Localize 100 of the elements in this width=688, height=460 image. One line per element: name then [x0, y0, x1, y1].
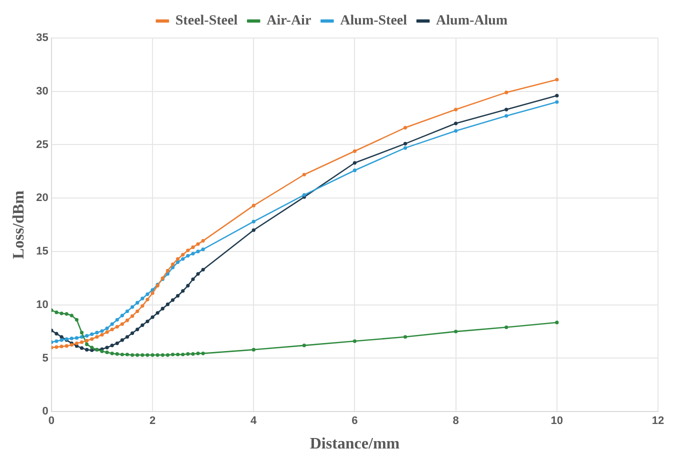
point [196, 242, 200, 246]
point [166, 353, 170, 357]
point [100, 332, 104, 337]
point [150, 353, 154, 357]
x-axis-title: Distance/mm [310, 436, 400, 453]
point [95, 335, 99, 339]
point [454, 129, 458, 133]
point [156, 353, 160, 357]
point [120, 322, 124, 326]
point [191, 352, 195, 356]
legend-label: Alum-Alum [436, 14, 508, 29]
point [176, 257, 180, 261]
point [504, 108, 508, 112]
point [555, 78, 559, 82]
point [146, 353, 150, 357]
point [302, 344, 306, 348]
point [196, 352, 200, 356]
point [80, 330, 84, 334]
point [403, 146, 408, 150]
x-tick-label: 12 [652, 415, 664, 428]
point [90, 332, 94, 336]
y-tick-label: 25 [36, 138, 48, 151]
point [136, 328, 140, 332]
point [191, 252, 195, 256]
point [140, 304, 144, 308]
point [60, 338, 64, 342]
point [302, 172, 306, 176]
y-axis-title: Loss/dBm [10, 190, 28, 260]
legend-label: Alum-Steel [340, 14, 408, 29]
point [110, 352, 114, 356]
point [110, 322, 114, 326]
point [504, 114, 508, 118]
point [70, 336, 74, 340]
point [120, 352, 124, 356]
point [74, 318, 79, 322]
point [181, 252, 185, 256]
point [555, 94, 559, 98]
point [140, 323, 144, 327]
point [115, 318, 119, 322]
point [181, 257, 185, 261]
point [110, 344, 114, 348]
point [70, 314, 74, 318]
point [54, 310, 58, 314]
point [166, 302, 170, 306]
point [105, 350, 109, 354]
point [100, 329, 104, 333]
point [196, 250, 200, 254]
point [54, 339, 58, 343]
point [352, 339, 357, 343]
point [454, 108, 458, 112]
point [156, 311, 160, 315]
point [201, 268, 205, 272]
point [80, 346, 84, 350]
point [170, 266, 175, 270]
point [555, 320, 559, 324]
point [504, 90, 508, 94]
point [136, 353, 140, 357]
point [74, 341, 79, 346]
point [160, 306, 164, 310]
point [60, 312, 64, 316]
point [166, 268, 170, 272]
point [186, 284, 190, 288]
point [146, 292, 150, 296]
point [252, 204, 256, 208]
point [115, 352, 119, 356]
x-tick-label: 10 [550, 415, 564, 428]
point [181, 289, 185, 293]
x-tick-label: 2 [149, 415, 156, 428]
point [105, 326, 109, 330]
legend-label: Steel-Steel [175, 14, 238, 29]
point [125, 335, 130, 339]
point [160, 353, 164, 357]
point [90, 337, 94, 341]
point [125, 309, 130, 314]
point [181, 352, 185, 356]
point [201, 352, 205, 356]
point [176, 260, 180, 264]
point [352, 149, 357, 153]
y-tick-label: 20 [36, 192, 48, 204]
point [60, 335, 64, 339]
point [60, 344, 64, 348]
point [130, 331, 134, 335]
point [252, 220, 256, 224]
point [120, 338, 124, 342]
point [140, 353, 144, 357]
point [90, 346, 94, 350]
y-tick-label: 15 [36, 246, 48, 258]
point [170, 262, 175, 266]
point [403, 126, 408, 130]
point [252, 348, 256, 352]
point [136, 300, 140, 305]
point [150, 291, 154, 295]
point [170, 298, 175, 302]
point [454, 122, 458, 126]
point [136, 309, 140, 314]
point [191, 277, 195, 282]
point [454, 330, 458, 334]
y-tick-label: 35 [36, 32, 48, 44]
point [85, 334, 89, 338]
point [85, 348, 89, 352]
